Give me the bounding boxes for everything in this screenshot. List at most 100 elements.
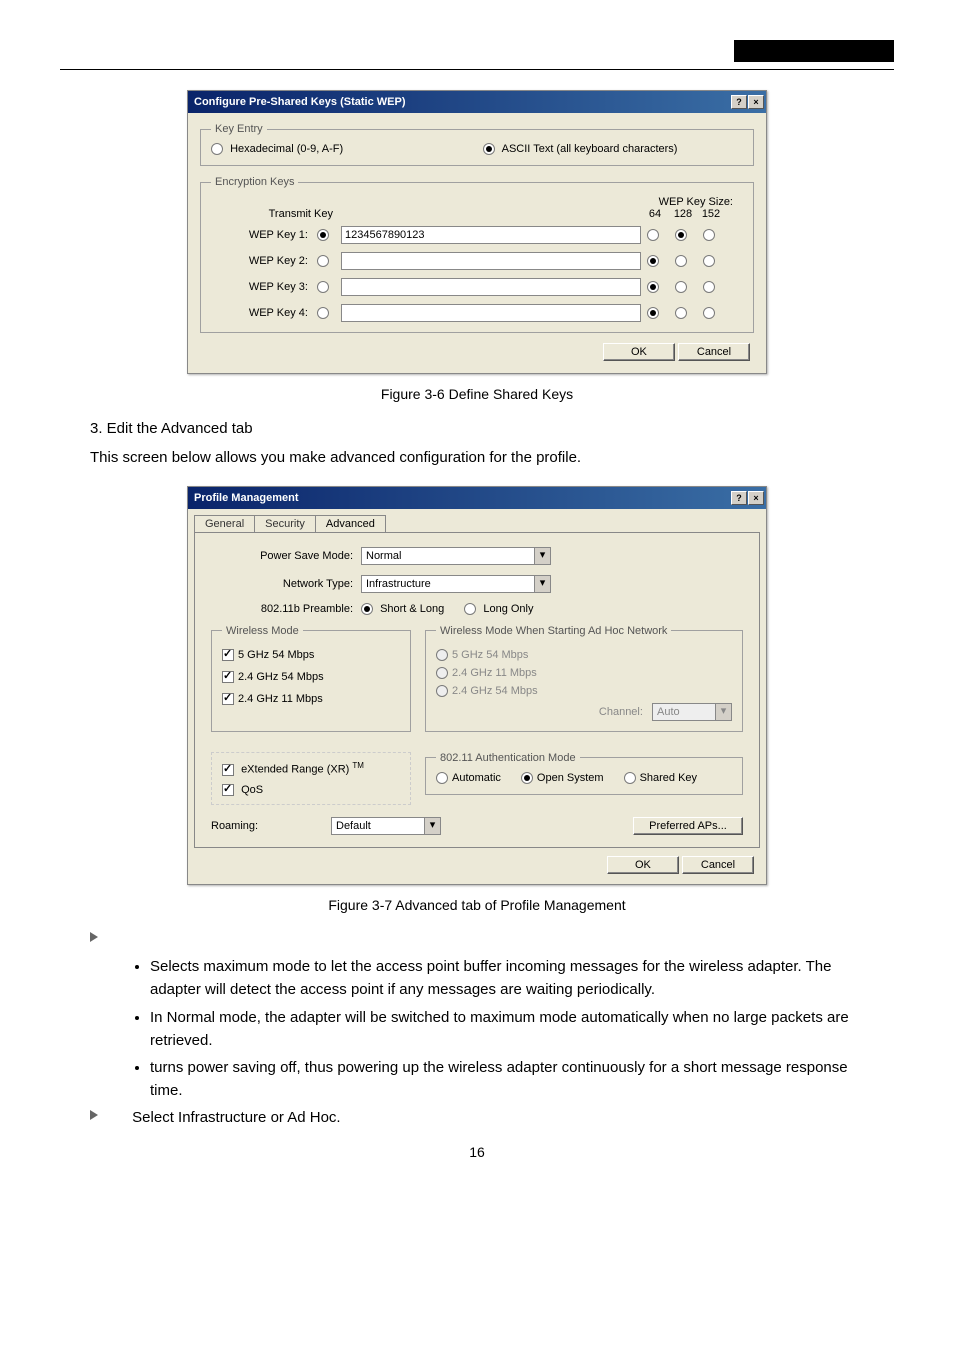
transmit-radio-2[interactable] [317, 255, 329, 267]
xr-option[interactable]: eXtended Range (XR) TM [222, 761, 400, 776]
radio-icon [483, 143, 495, 155]
infra-adhoc-line: Select Infrastructure or Ad Hoc. [90, 1109, 864, 1126]
preamble-long-option[interactable]: Long Only [464, 603, 533, 615]
ah2-label: 2.4 GHz 11 Mbps [452, 667, 537, 679]
close-icon[interactable]: × [748, 95, 764, 109]
roaming-select[interactable]: Default ▾ [331, 817, 441, 835]
wep-key1-label: WEP Key 1: [249, 229, 308, 241]
help-icon[interactable]: ? [731, 95, 747, 109]
ah2-option: 2.4 GHz 11 Mbps [436, 667, 732, 679]
nt-label: Network Type: [211, 578, 361, 590]
close-icon[interactable]: × [748, 491, 764, 505]
wm3-option[interactable]: 2.4 GHz 11 Mbps [222, 693, 400, 705]
wireless-mode-legend: Wireless Mode [222, 625, 303, 637]
step-3: 3. Edit the Advanced tab [90, 420, 864, 437]
tab-general[interactable]: General [194, 515, 255, 532]
auth-mode-fieldset: 802.11 Authentication Mode Automatic Ope… [425, 752, 743, 795]
key2-size152[interactable] [703, 255, 715, 267]
key2-size128[interactable] [675, 255, 687, 267]
auth-auto-option[interactable]: Automatic [436, 772, 501, 784]
transmit-radio-4[interactable] [317, 307, 329, 319]
channel-value: Auto [657, 706, 680, 718]
help-icon[interactable]: ? [731, 491, 747, 505]
wep-key4-input[interactable] [341, 304, 641, 322]
wm1-label: 5 GHz 54 Mbps [238, 649, 314, 661]
adhoc-mode-fieldset: Wireless Mode When Starting Ad Hoc Netwo… [425, 625, 743, 732]
wm3-label: 2.4 GHz 11 Mbps [238, 693, 323, 705]
auth-open-label: Open System [537, 772, 604, 784]
advanced-panel: Power Save Mode: Normal ▾ Network Type: … [194, 532, 760, 848]
wep-key2-input[interactable] [341, 252, 641, 270]
key3-size64[interactable] [647, 281, 659, 293]
radio-icon [436, 685, 448, 697]
tab-security[interactable]: Security [254, 515, 316, 532]
checkbox-icon [222, 784, 234, 796]
wm1-option[interactable]: 5 GHz 54 Mbps [222, 649, 400, 661]
transmit-radio-1[interactable] [317, 229, 329, 241]
radio-icon [361, 603, 373, 615]
key4-size64[interactable] [647, 307, 659, 319]
key1-size152[interactable] [703, 229, 715, 241]
wep-key-row-label: WEP Key 4: [211, 307, 341, 319]
page-header [60, 40, 894, 70]
adhoc-legend: Wireless Mode When Starting Ad Hoc Netwo… [436, 625, 671, 637]
bullet-2: In Normal mode, the adapter will be swit… [150, 1006, 864, 1053]
hex-option[interactable]: Hexadecimal (0-9, A-F) [211, 143, 343, 155]
hex-label: Hexadecimal (0-9, A-F) [230, 143, 343, 155]
bullet-group-marker [90, 931, 864, 947]
key-entry-legend: Key Entry [211, 123, 267, 135]
size-152-header: 152 [697, 208, 725, 220]
key4-size152[interactable] [703, 307, 715, 319]
triangle-icon [90, 932, 98, 942]
profile-management-dialog: Profile Management ? × General Security … [187, 486, 767, 885]
preamble-label: 802.11b Preamble: [211, 603, 361, 615]
cancel-button[interactable]: Cancel [682, 856, 754, 874]
wep-titlebar: Configure Pre-Shared Keys (Static WEP) ?… [188, 91, 766, 113]
wep-key3-input[interactable] [341, 278, 641, 296]
nt-value: Infrastructure [366, 578, 431, 590]
preferred-aps-button[interactable]: Preferred APs... [633, 817, 743, 835]
wm2-option[interactable]: 2.4 GHz 54 Mbps [222, 671, 400, 683]
key2-size64[interactable] [647, 255, 659, 267]
psm-select[interactable]: Normal ▾ [361, 547, 551, 565]
wm2-label: 2.4 GHz 54 Mbps [238, 671, 324, 683]
channel-label: Channel: [599, 706, 643, 718]
wep-title: Configure Pre-Shared Keys (Static WEP) [194, 96, 406, 108]
transmit-radio-3[interactable] [317, 281, 329, 293]
nt-select[interactable]: Infrastructure ▾ [361, 575, 551, 593]
encryption-keys-fieldset: Encryption Keys WEP Key Size: Transmit K… [200, 176, 754, 333]
encryption-keys-legend: Encryption Keys [211, 176, 298, 188]
ah3-label: 2.4 GHz 54 Mbps [452, 685, 538, 697]
chevron-down-icon: ▾ [715, 704, 731, 720]
power-save-bullets: Selects maximum mode to let the access p… [150, 955, 864, 1103]
key1-size64[interactable] [647, 229, 659, 241]
checkbox-icon [222, 671, 234, 683]
key4-size128[interactable] [675, 307, 687, 319]
ok-button[interactable]: OK [607, 856, 679, 874]
ah1-label: 5 GHz 54 Mbps [452, 649, 528, 661]
preamble-short-option[interactable]: Short & Long [361, 603, 444, 615]
auth-shared-option[interactable]: Shared Key [624, 772, 697, 784]
cancel-button[interactable]: Cancel [678, 343, 750, 361]
checkbox-icon [222, 649, 234, 661]
wep-key1-input[interactable] [341, 226, 641, 244]
wep-key2-label: WEP Key 2: [249, 255, 308, 267]
header-black-box [734, 40, 894, 62]
ok-button[interactable]: OK [603, 343, 675, 361]
wep-key-row-label: WEP Key 3: [211, 281, 341, 293]
wireless-mode-fieldset: Wireless Mode 5 GHz 54 Mbps 2.4 GHz 54 M… [211, 625, 411, 732]
triangle-icon [90, 1110, 98, 1120]
key1-size128[interactable] [675, 229, 687, 241]
auth-auto-label: Automatic [452, 772, 501, 784]
step-3-desc: This screen below allows you make advanc… [90, 447, 864, 470]
bullet-4: Select Infrastructure or Ad Hoc. [132, 1109, 340, 1126]
qos-option[interactable]: QoS [222, 784, 400, 796]
roaming-value: Default [336, 820, 371, 832]
tab-advanced[interactable]: Advanced [315, 515, 386, 532]
auth-open-option[interactable]: Open System [521, 772, 604, 784]
key3-size152[interactable] [703, 281, 715, 293]
ascii-option[interactable]: ASCII Text (all keyboard characters) [483, 143, 677, 155]
preamble-short-label: Short & Long [380, 603, 444, 615]
key3-size128[interactable] [675, 281, 687, 293]
tabs: General Security Advanced [188, 509, 766, 532]
